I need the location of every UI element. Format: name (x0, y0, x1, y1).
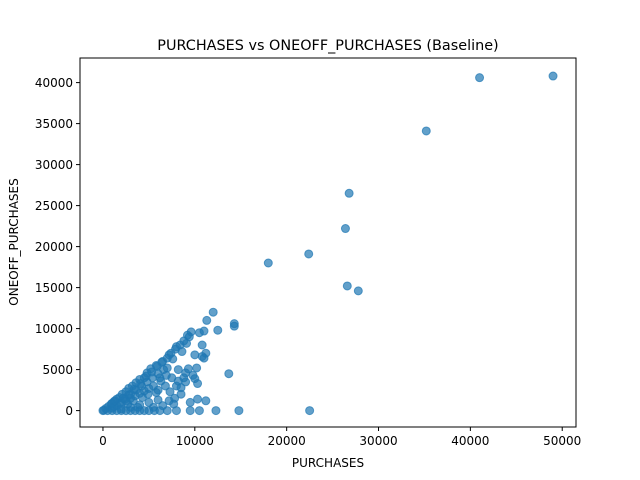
scatter-point (305, 406, 315, 416)
scatter-point (190, 350, 200, 360)
y-tick-label: 10000 (35, 322, 73, 336)
scatter-point (353, 286, 363, 296)
x-axis-label: PURCHASES (292, 456, 364, 470)
scatter-point (169, 399, 179, 409)
scatter-point (199, 353, 209, 363)
scatter-point (173, 376, 183, 386)
scatter-point (229, 321, 239, 331)
chart-title: PURCHASES vs ONEOFF_PURCHASES (Baseline) (157, 38, 498, 54)
points-layer (98, 71, 558, 416)
scatter-point (194, 406, 204, 416)
scatter-point (151, 388, 161, 398)
scatter-point (224, 369, 234, 379)
y-tick-label: 35000 (35, 117, 73, 131)
y-tick-label: 25000 (35, 199, 73, 213)
scatter-point (184, 332, 194, 342)
x-tick-label: 0 (99, 434, 107, 448)
scatter-point (153, 395, 163, 405)
scatter-point (193, 379, 203, 389)
y-tick-label: 5000 (42, 363, 73, 377)
scatter-point (161, 370, 171, 380)
scatter-point (136, 379, 146, 389)
y-tick-label: 15000 (35, 281, 73, 295)
scatter-point (208, 307, 218, 317)
scatter-point (344, 188, 354, 198)
x-tick-label: 50000 (543, 434, 581, 448)
scatter-point (342, 281, 352, 291)
scatter-point (234, 406, 244, 416)
scatter-point (192, 363, 202, 373)
scatter-point (147, 367, 157, 377)
x-tick-label: 20000 (268, 434, 306, 448)
scatter-point (129, 384, 139, 394)
x-tick-label: 40000 (451, 434, 489, 448)
y-tick-label: 30000 (35, 158, 73, 172)
scatter-point (110, 396, 120, 406)
y-tick-label: 20000 (35, 240, 73, 254)
scatter-point (421, 126, 431, 136)
x-tick-label: 30000 (359, 434, 397, 448)
scatter-point (213, 325, 223, 335)
scatter-point (165, 387, 175, 397)
x-tick-label: 10000 (176, 434, 214, 448)
scatter-point (143, 389, 153, 399)
y-tick-label: 0 (65, 404, 73, 418)
scatter-point (201, 396, 211, 406)
axes-layer: 0 10000 20000 30000 40000 50000 0 5000 10000 1500… (35, 76, 582, 448)
scatter-point (116, 404, 126, 414)
scatter-point (156, 376, 166, 386)
scatter-point (211, 406, 221, 416)
scatter-point (133, 402, 143, 412)
scatter-point (263, 258, 273, 268)
scatter-point (193, 394, 203, 404)
scatter-point (202, 315, 212, 325)
scatter-point (475, 73, 485, 83)
scatter-point (340, 224, 350, 234)
scatter-point (185, 397, 195, 407)
plot-frame (79, 57, 577, 428)
scatter-point (155, 406, 165, 416)
scatter-point (185, 406, 195, 416)
scatter-point (128, 396, 138, 406)
scatter-point (118, 393, 128, 403)
y-tick-label: 40000 (35, 76, 73, 90)
scatter-point (188, 370, 198, 380)
scatter-point (304, 249, 314, 259)
scatter-point (197, 340, 207, 350)
scatter-point (194, 328, 204, 338)
scatter-point (548, 71, 558, 81)
scatter-point (173, 365, 183, 375)
y-axis-label: ONEOFF_PURCHASES (7, 178, 21, 305)
